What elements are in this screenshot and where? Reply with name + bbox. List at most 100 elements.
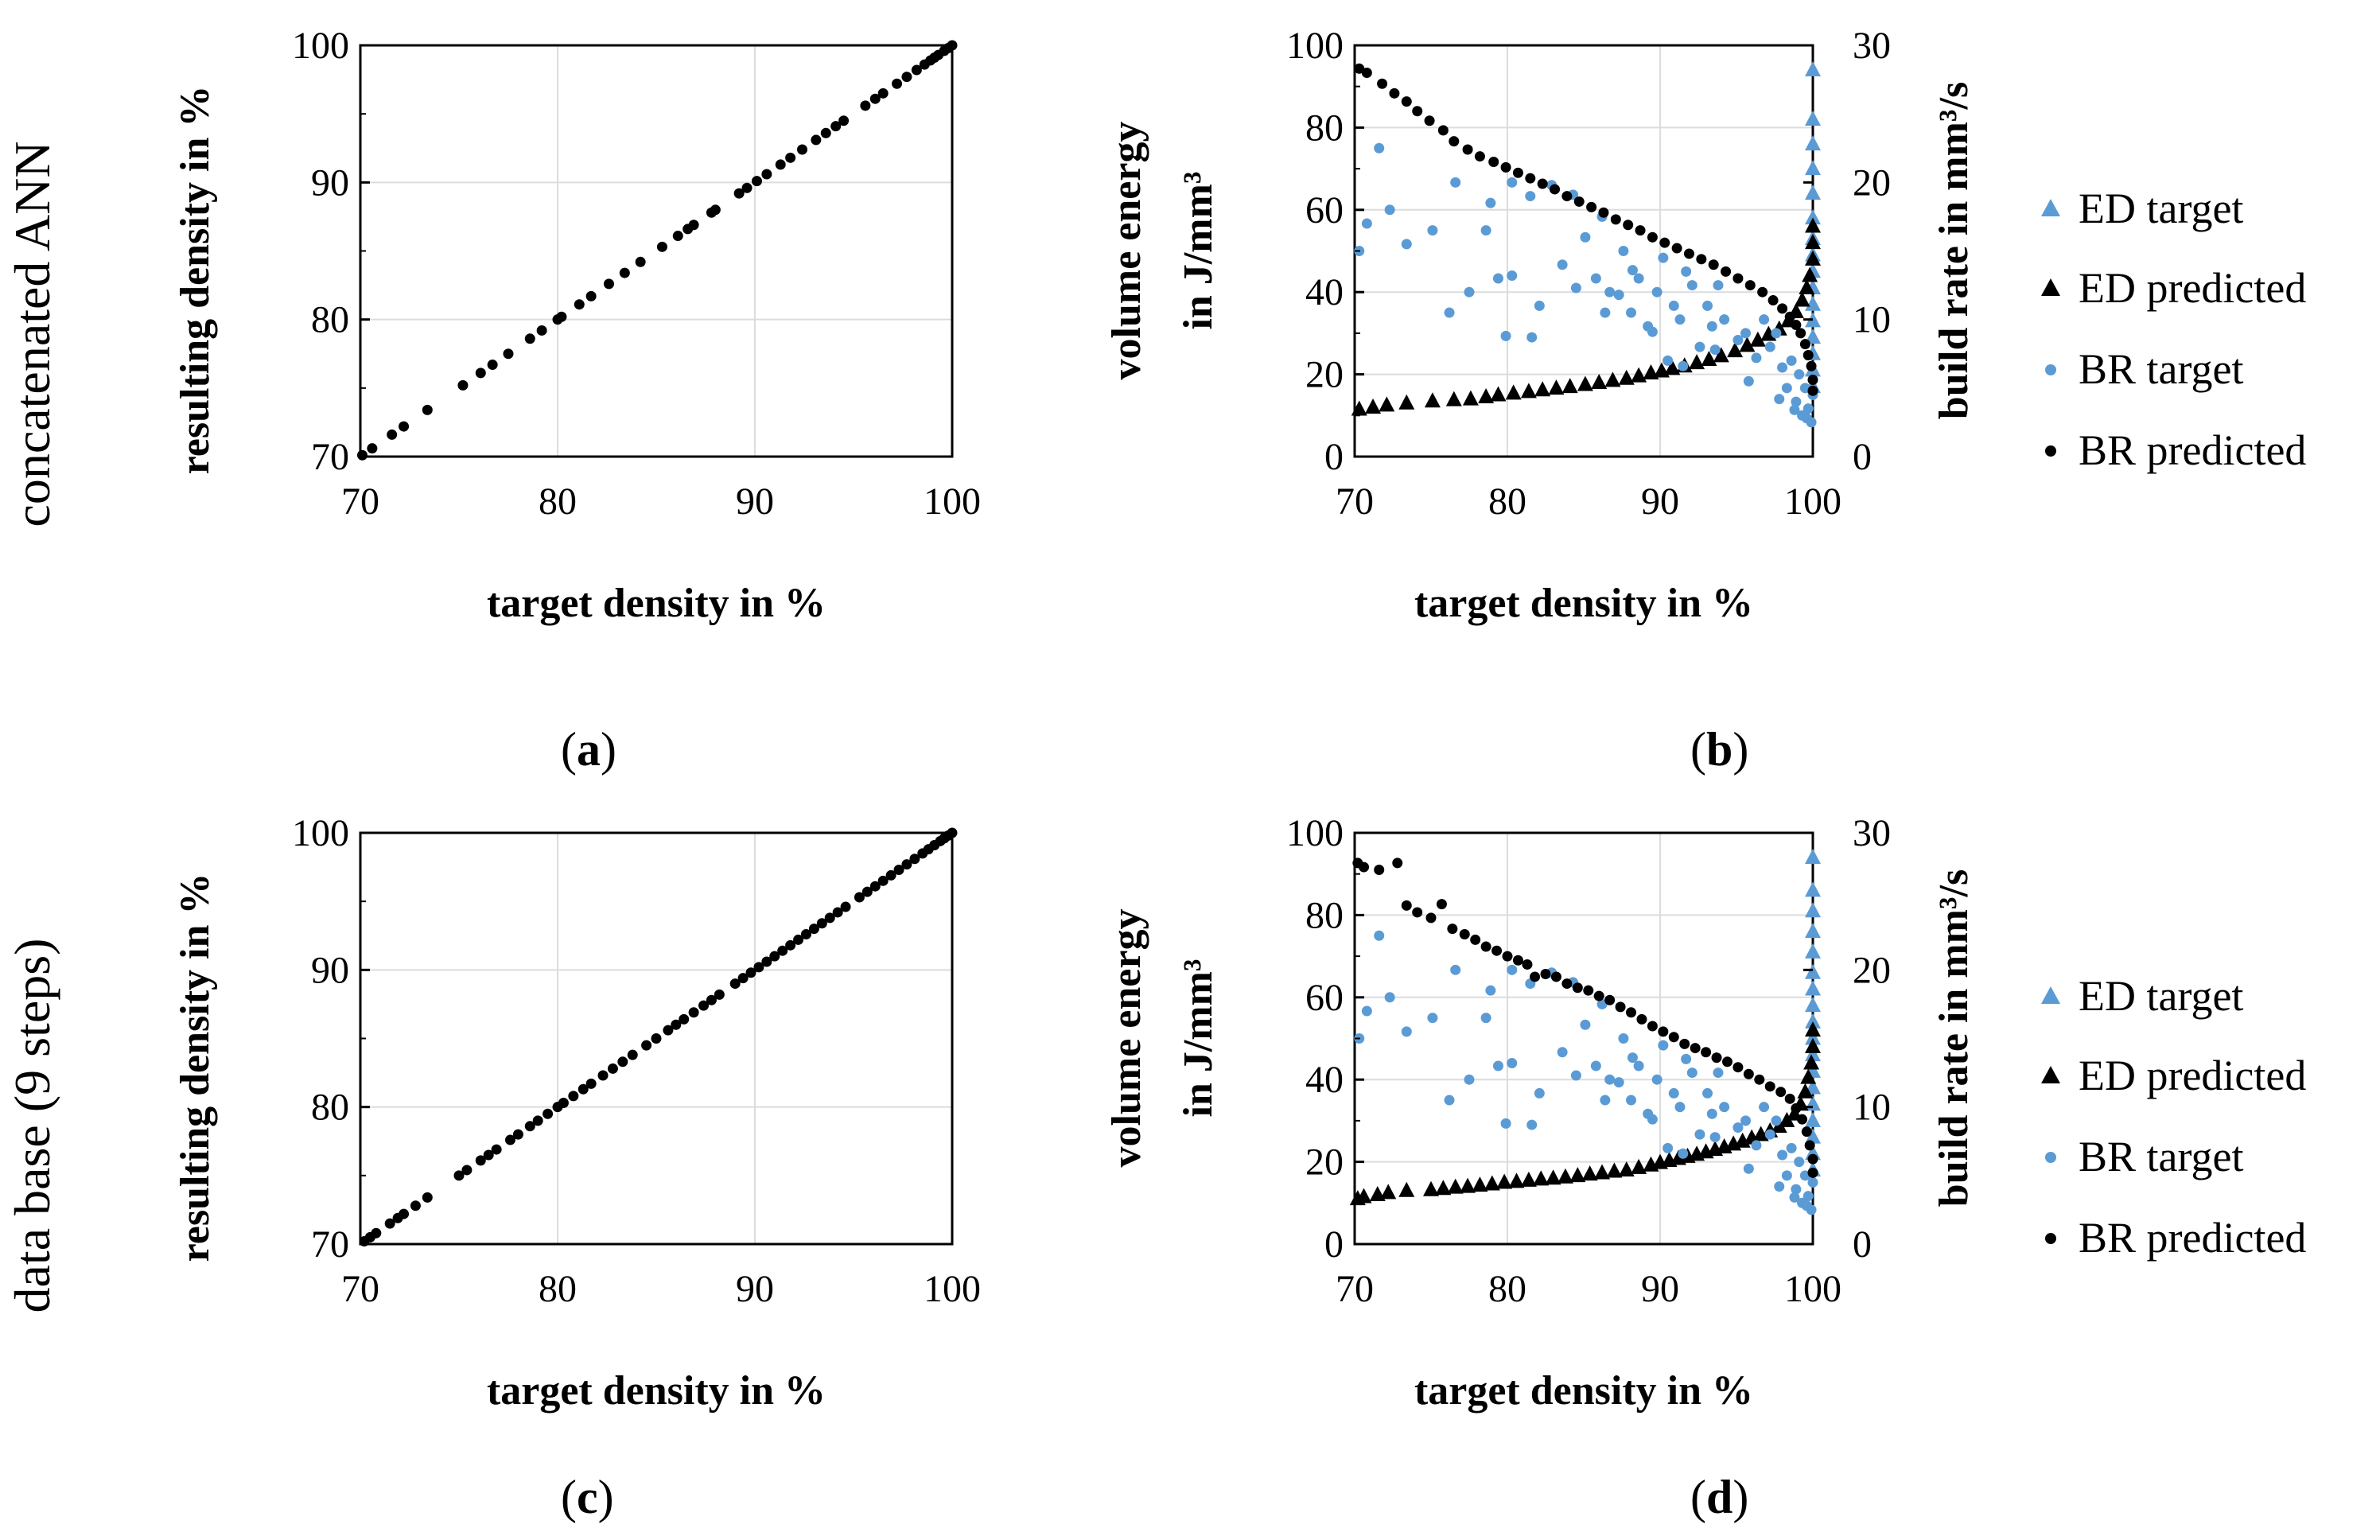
dot-marker bbox=[830, 121, 842, 132]
triangle-marker bbox=[1805, 980, 1821, 996]
dot-marker bbox=[911, 64, 922, 76]
x-tick-label: 70 bbox=[341, 480, 379, 523]
triangle-marker bbox=[1802, 266, 1818, 282]
dot-marker bbox=[808, 924, 819, 935]
dot-marker bbox=[1590, 1060, 1601, 1071]
y-tick-label: 20 bbox=[1305, 1141, 1344, 1184]
dot-marker bbox=[1444, 307, 1455, 318]
legend-dot-icon-br-target-2 bbox=[2045, 1152, 2056, 1163]
dot-marker bbox=[1795, 328, 1806, 339]
dot-marker bbox=[607, 1063, 618, 1074]
dot-marker bbox=[1732, 1122, 1744, 1134]
dot-marker bbox=[1444, 1095, 1455, 1106]
triangle-marker bbox=[1805, 209, 1821, 225]
triangle-marker bbox=[1478, 388, 1495, 404]
dot-marker bbox=[1613, 1077, 1624, 1088]
dot-marker bbox=[422, 404, 433, 415]
y2-tick-label: 30 bbox=[1853, 25, 1891, 67]
dot-marker bbox=[1801, 1200, 1812, 1211]
dot-marker bbox=[524, 1121, 535, 1132]
dot-marker bbox=[1802, 349, 1814, 360]
y-tick-label: 60 bbox=[1305, 977, 1344, 1019]
dot-marker bbox=[1534, 1087, 1545, 1099]
dot-marker bbox=[877, 875, 889, 886]
dot-marker bbox=[1392, 858, 1403, 869]
triangle-marker bbox=[1800, 1068, 1817, 1084]
dot-marker bbox=[1694, 341, 1705, 352]
dot-marker bbox=[1633, 1060, 1644, 1071]
dot-marker bbox=[714, 989, 725, 1000]
y-axis-label-c: resulting density in % bbox=[173, 873, 218, 1262]
dot-marker bbox=[1764, 1081, 1775, 1092]
dot-marker bbox=[1678, 1148, 1689, 1159]
series-br-predicted bbox=[1354, 63, 1818, 396]
series-ed-target bbox=[1805, 849, 1821, 1176]
dot-marker bbox=[885, 869, 896, 881]
triangle-marker bbox=[1805, 923, 1821, 939]
dot-marker bbox=[761, 169, 772, 180]
y2-axis-label-d: build rate in mm³/s bbox=[1931, 869, 1977, 1207]
dot-marker bbox=[745, 967, 756, 978]
svg-text:(a): (a) bbox=[561, 723, 616, 776]
dot-marker bbox=[1604, 286, 1616, 298]
triangle-marker bbox=[1805, 160, 1821, 176]
triangle-marker bbox=[1618, 1161, 1635, 1176]
dot-marker bbox=[877, 88, 889, 99]
dot-marker bbox=[1701, 1047, 1712, 1058]
triangle-marker bbox=[1713, 347, 1729, 363]
panel-label-b: (b) bbox=[1690, 723, 1748, 776]
dot-marker bbox=[1425, 912, 1437, 924]
dot-marker bbox=[1732, 335, 1744, 346]
dot-marker bbox=[1719, 1102, 1730, 1113]
series-br-target bbox=[1354, 930, 1818, 1215]
dot-marker bbox=[761, 956, 772, 967]
dot-marker bbox=[1740, 328, 1752, 339]
y-tick-label: 80 bbox=[311, 299, 349, 341]
dot-marker bbox=[800, 929, 811, 940]
dot-marker bbox=[1757, 286, 1768, 298]
triangle-marker bbox=[1794, 291, 1810, 307]
dot-marker bbox=[1674, 1102, 1686, 1113]
dot-marker bbox=[491, 1144, 502, 1155]
dot-marker bbox=[1618, 1033, 1629, 1044]
triangle-marker bbox=[1739, 336, 1756, 352]
y-tick-label: 70 bbox=[311, 1223, 349, 1266]
dot-marker bbox=[1721, 1056, 1732, 1068]
legend-triangle-icon-ed-predicted-2 bbox=[2041, 1066, 2060, 1083]
dot-marker bbox=[532, 1115, 543, 1126]
dot-marker bbox=[769, 951, 780, 962]
triangle-marker bbox=[1604, 371, 1621, 387]
legend-dot-icon-br-target bbox=[2045, 364, 2056, 375]
dot-marker bbox=[453, 1170, 465, 1181]
dot-marker bbox=[679, 1013, 690, 1025]
x-tick-label: 80 bbox=[1488, 480, 1526, 523]
triangle-marker bbox=[1805, 185, 1821, 200]
dot-marker bbox=[1683, 248, 1694, 259]
triangle-marker bbox=[1548, 379, 1565, 395]
triangle-marker bbox=[1380, 1184, 1397, 1200]
triangle-marker bbox=[1577, 375, 1593, 391]
dot-marker bbox=[1751, 352, 1762, 364]
dot-marker bbox=[1694, 1129, 1705, 1140]
dot-marker bbox=[698, 1000, 710, 1011]
dot-marker bbox=[1651, 1074, 1662, 1085]
dot-marker bbox=[1626, 307, 1637, 318]
dot-marker bbox=[1696, 254, 1707, 265]
dot-marker bbox=[384, 1218, 395, 1229]
dot-marker bbox=[1647, 326, 1658, 337]
dot-marker bbox=[1635, 225, 1646, 236]
dot-marker bbox=[1561, 978, 1573, 990]
dot-marker bbox=[1801, 413, 1812, 424]
dot-marker bbox=[1526, 1119, 1538, 1130]
dot-marker bbox=[1374, 930, 1385, 941]
dot-marker bbox=[1799, 339, 1810, 350]
triangle-marker bbox=[1379, 396, 1395, 412]
y-tick-label: 0 bbox=[1324, 436, 1344, 478]
y-axis-label-d-line2: in J/mm³ bbox=[1176, 959, 1221, 1117]
dot-marker bbox=[1590, 273, 1601, 284]
dot-marker bbox=[1681, 1053, 1692, 1064]
dot-marker bbox=[1668, 1087, 1679, 1099]
panel-label-c-letter: c bbox=[577, 1471, 598, 1523]
dot-marker bbox=[1678, 360, 1689, 371]
y2-tick-label: 10 bbox=[1853, 299, 1891, 341]
